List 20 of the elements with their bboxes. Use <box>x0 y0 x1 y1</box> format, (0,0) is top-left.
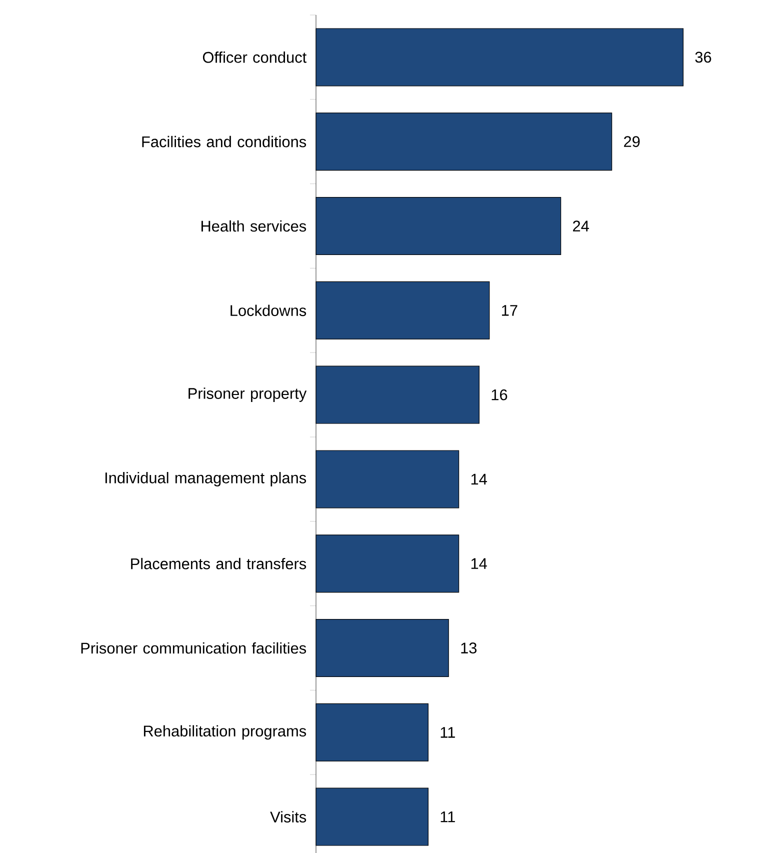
data-label: 11 <box>440 727 455 738</box>
y-tick-label: Prisoner communication facilities <box>81 642 306 654</box>
data-label: 29 <box>624 136 640 148</box>
data-label: 11 <box>440 811 455 822</box>
y-tick-label: Prisoner property <box>188 388 307 402</box>
data-label: 14 <box>471 558 487 569</box>
y-tick-label: Facilities and conditions <box>142 136 306 148</box>
y-tick-label: Officer conduct <box>202 52 307 63</box>
data-label: 24 <box>573 220 589 232</box>
y-tick-label: Rehabilitation programs <box>144 725 306 740</box>
y-tick-label: Individual management plans <box>105 472 306 486</box>
data-label: 16 <box>492 389 508 400</box>
data-label: 13 <box>461 642 477 654</box>
y-tick-label: Lockdowns <box>230 304 306 316</box>
y-tick-label: Health services <box>201 220 306 232</box>
data-label: 17 <box>502 305 518 316</box>
data-label: 14 <box>471 474 487 485</box>
y-tick-label: Visits <box>270 811 306 822</box>
y-tick-label: Placements and transfers <box>131 558 306 570</box>
data-label: 36 <box>695 52 712 63</box>
